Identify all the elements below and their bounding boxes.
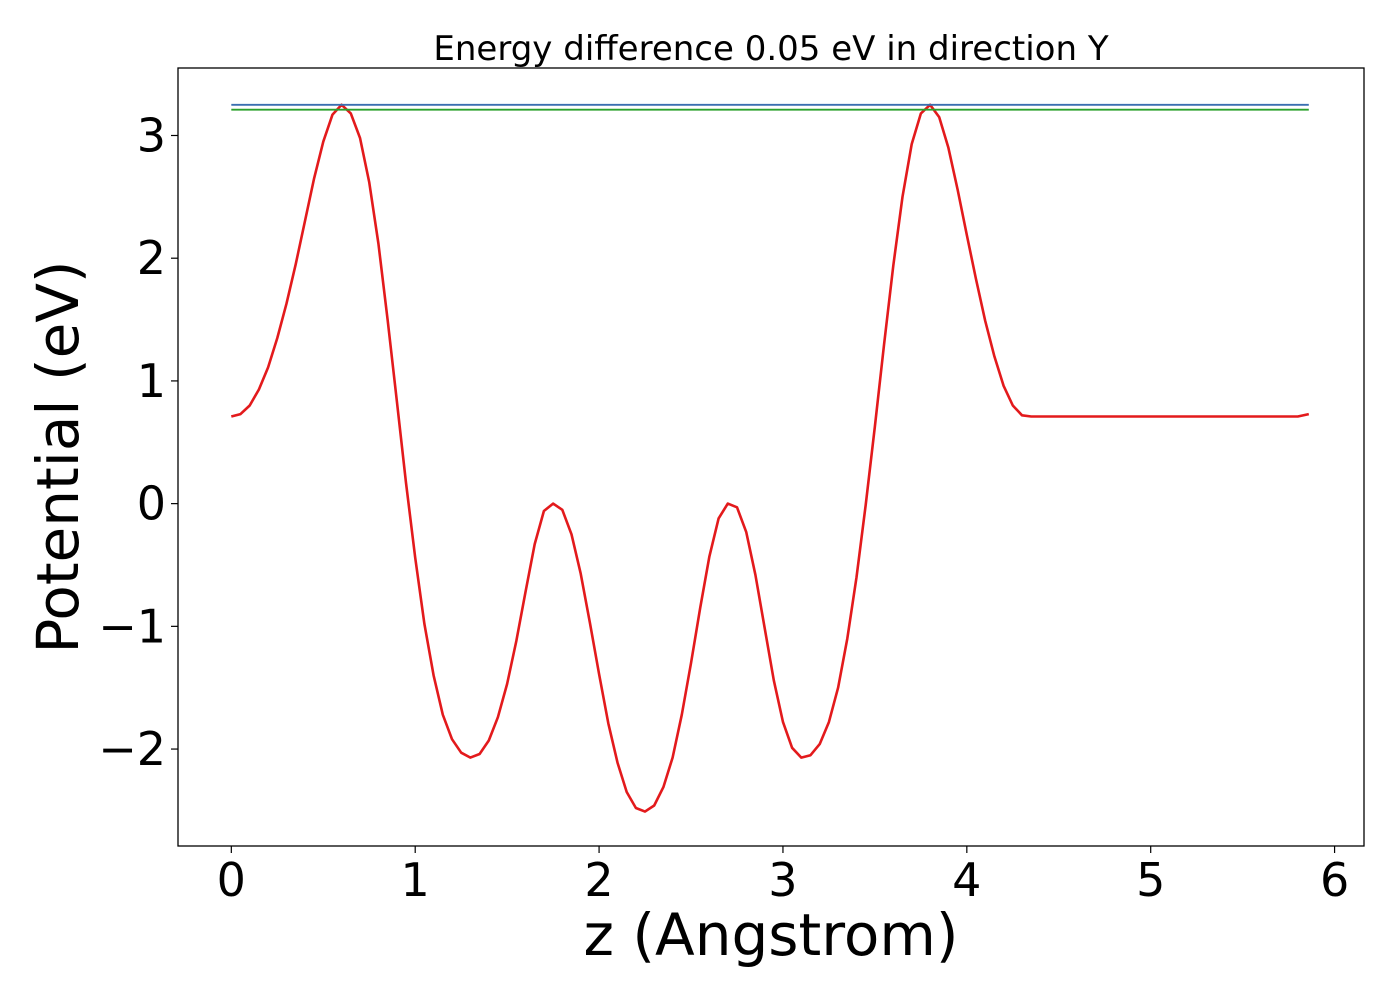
y-tick-label: −1: [98, 599, 166, 653]
x-tick-label: 3: [768, 853, 797, 907]
y-axis: −2 −1 0 1 2 3: [98, 108, 178, 776]
chart-title: Energy difference 0.05 eV in direction Y: [433, 29, 1108, 69]
x-tick-label: 6: [1320, 853, 1349, 907]
series-line-0: [230, 103, 1310, 813]
y-tick-label: 2: [137, 231, 166, 285]
x-tick-label: 2: [584, 853, 613, 907]
y-tick-label: 3: [137, 108, 166, 162]
x-tick-label: 1: [401, 853, 430, 907]
x-axis: 0 1 2 3 4 5 6: [217, 846, 1349, 907]
plot-area: [230, 103, 1310, 813]
y-tick-label: 1: [137, 354, 166, 408]
y-tick-label: 0: [137, 477, 166, 531]
x-tick-label: 5: [1136, 853, 1165, 907]
x-tick-label: 4: [952, 853, 981, 907]
y-tick-label: −2: [98, 722, 166, 776]
x-axis-label: z (Angstrom): [584, 901, 959, 969]
y-axis-label: Potential (eV): [24, 260, 92, 653]
x-tick-label: 0: [217, 853, 246, 907]
axes-frame: [177, 67, 1365, 847]
